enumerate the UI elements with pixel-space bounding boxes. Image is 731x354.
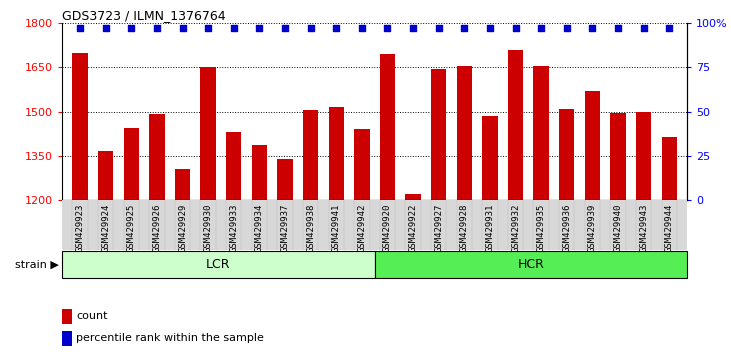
Text: GSM429927: GSM429927 [434,204,443,252]
Text: GSM429933: GSM429933 [230,204,238,252]
Bar [380,54,395,200]
Text: GSM429938: GSM429938 [306,204,315,252]
Point [228,25,240,31]
Bar [559,109,575,200]
Text: percentile rank within the sample: percentile rank within the sample [76,333,264,343]
Bar [374,251,687,278]
Bar [662,137,677,200]
Text: GSM429937: GSM429937 [281,204,289,252]
Bar [72,52,88,200]
Point [126,25,137,31]
Point [202,25,214,31]
Text: GSM429944: GSM429944 [664,204,674,252]
Point [586,25,598,31]
Bar [251,145,267,200]
Bar [636,112,651,200]
Text: GSM429942: GSM429942 [357,204,366,252]
Bar [62,331,72,346]
Text: GSM429923: GSM429923 [75,204,85,252]
Bar [482,116,498,200]
Point [254,25,265,31]
Text: GSM429935: GSM429935 [537,204,545,252]
Text: GSM429925: GSM429925 [126,204,136,252]
Bar [457,66,472,200]
Point [100,25,112,31]
Text: GDS3723 / ILMN_1376764: GDS3723 / ILMN_1376764 [62,9,226,22]
Bar [354,129,369,200]
Text: GSM429940: GSM429940 [613,204,623,252]
Point [177,25,189,31]
Point [484,25,496,31]
Point [612,25,624,31]
Point [75,25,86,31]
Text: GSM429926: GSM429926 [152,204,162,252]
Text: GSM429920: GSM429920 [383,204,392,252]
Bar [303,110,318,200]
Text: GSM429928: GSM429928 [460,204,469,252]
Bar [226,132,241,200]
Point [663,25,675,31]
Bar [585,91,600,200]
Text: GSM429941: GSM429941 [332,204,341,252]
Point [407,25,419,31]
Text: GSM429934: GSM429934 [255,204,264,252]
Bar [610,113,626,200]
Text: HCR: HCR [518,258,545,271]
Point [637,25,649,31]
Point [561,25,572,31]
Text: LCR: LCR [206,258,231,271]
Bar [175,169,190,200]
Point [433,25,444,31]
Text: GSM429932: GSM429932 [511,204,520,252]
Point [382,25,393,31]
Bar [62,309,72,324]
Point [510,25,521,31]
Point [535,25,547,31]
Bar [534,66,549,200]
Bar [200,67,216,200]
Text: GSM429939: GSM429939 [588,204,597,252]
Text: GSM429922: GSM429922 [409,204,417,252]
Point [330,25,342,31]
Bar [406,194,421,200]
Point [458,25,470,31]
Text: GSM429924: GSM429924 [101,204,110,252]
Bar [149,114,164,200]
Text: count: count [76,312,107,321]
Text: GSM429929: GSM429929 [178,204,187,252]
Text: GSM429936: GSM429936 [562,204,571,252]
Point [305,25,317,31]
Bar [277,159,292,200]
Bar [124,128,139,200]
Bar [431,69,447,200]
Text: GSM429943: GSM429943 [639,204,648,252]
Text: strain ▶: strain ▶ [15,259,59,270]
Text: GSM429930: GSM429930 [204,204,213,252]
Bar [328,107,344,200]
Text: GSM429931: GSM429931 [485,204,494,252]
Point [356,25,368,31]
Point [279,25,291,31]
Bar [98,151,113,200]
Point [151,25,163,31]
Bar [62,251,374,278]
Bar [508,50,523,200]
